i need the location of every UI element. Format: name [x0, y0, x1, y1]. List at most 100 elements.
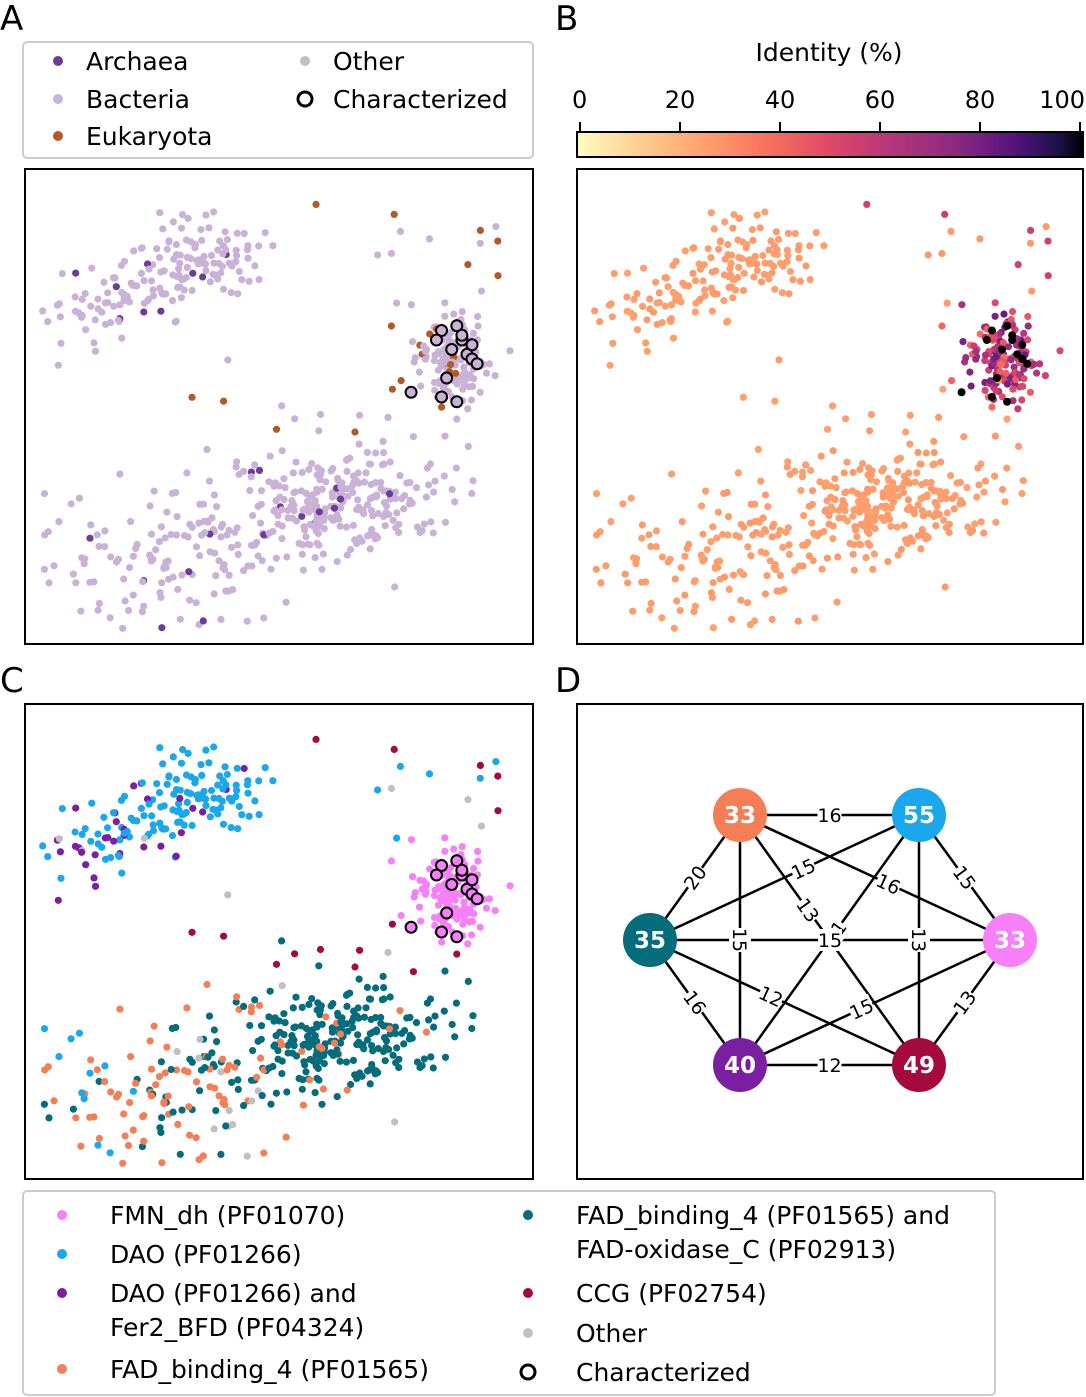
scatter-point [209, 805, 217, 813]
scatter-point [476, 774, 484, 782]
scatter-point [129, 1126, 137, 1134]
scatter-point [330, 1039, 338, 1047]
scatter-point [197, 761, 205, 769]
edge-label-bg [948, 861, 981, 894]
scatter-point [389, 1051, 397, 1059]
scatter-point [453, 415, 461, 423]
scatter-point [140, 299, 148, 307]
legend-c: FMN_dh (PF01070) DAO (PF01266) DAO (PF0126… [22, 1190, 996, 1396]
scatter-point [116, 836, 124, 844]
scatter-point [492, 758, 500, 766]
scatter-point [298, 1047, 306, 1055]
scatter-point [777, 259, 785, 267]
scatter-point [195, 1054, 203, 1062]
scatter-point [169, 218, 177, 226]
scatter-point [387, 322, 395, 330]
scatter-point [188, 1058, 196, 1066]
scatter-point [606, 361, 614, 369]
scatter-point [298, 468, 306, 476]
scatter-point [453, 950, 461, 958]
scatter-point [173, 513, 181, 521]
scatter-point [157, 803, 165, 811]
scatter-point [255, 466, 264, 474]
scatter-point [147, 1092, 155, 1100]
scatter-point [458, 843, 466, 851]
scatter-point [447, 361, 455, 369]
scatter-point [597, 579, 605, 587]
scatter-point [104, 299, 112, 307]
scatter-point [201, 1064, 209, 1072]
scatter-point [986, 377, 994, 385]
scatter-point [1001, 498, 1009, 506]
scatter-point [257, 487, 266, 495]
scatter-point [865, 464, 873, 472]
scatter-point [649, 308, 658, 316]
scatter-point [725, 585, 733, 594]
scatter-point [833, 598, 841, 606]
scatter-point [88, 799, 96, 807]
scatter-point [627, 494, 635, 502]
scatter-point [40, 565, 49, 573]
scatter-point [280, 475, 288, 483]
scatter-point [842, 415, 850, 423]
scatter-point [314, 999, 322, 1007]
scatter-point [229, 1121, 237, 1129]
scatter-point [469, 477, 477, 485]
scatter-point [867, 410, 876, 419]
scatter-point [347, 1080, 355, 1089]
characterized-point [450, 930, 464, 944]
scatter-point [298, 512, 306, 520]
scatter-point [735, 533, 743, 541]
scatter-point [210, 491, 218, 499]
scatter-point [948, 494, 956, 503]
scatter-point [272, 1032, 280, 1040]
scatter-point [960, 433, 968, 441]
scatter-point [938, 249, 946, 258]
network-node-fad4 [713, 788, 767, 842]
scatter-point [353, 1040, 361, 1049]
scatter-point [232, 793, 240, 801]
scatter-point [153, 245, 161, 253]
scatter-point [189, 269, 197, 277]
scatter-point [214, 246, 222, 254]
characterized-point [429, 333, 443, 347]
scatter-point [295, 1074, 303, 1082]
scatter-point [356, 1069, 364, 1077]
scatter-point [413, 523, 421, 531]
scatter-point [666, 555, 674, 563]
scatter-point [272, 1089, 280, 1097]
scatter-point [421, 347, 430, 356]
scatter-point [643, 347, 651, 355]
scatter-point [1003, 380, 1012, 388]
scatter-point [491, 907, 499, 915]
colorbar-tick-label-60: 60 [865, 86, 896, 114]
scatter-point [938, 322, 946, 330]
scatter-point [316, 471, 324, 479]
scatter-point [406, 1013, 414, 1022]
scatter-point [186, 1131, 194, 1139]
scatter-point [50, 1097, 58, 1105]
scatter-point [452, 999, 460, 1007]
scatter-point [773, 587, 781, 595]
scatter-point [40, 1100, 49, 1108]
scatter-point [316, 945, 325, 954]
scatter-point [770, 520, 778, 528]
scatter-point [147, 1065, 156, 1073]
scatter-point [185, 1103, 193, 1111]
scatter-point [374, 786, 382, 794]
scatter-point [158, 624, 166, 632]
scatter-point [808, 519, 816, 527]
scatter-point [630, 295, 638, 303]
scatter-point [382, 502, 391, 510]
scatter-point [709, 523, 717, 531]
scatter-point [468, 917, 477, 926]
scatter-point [739, 393, 747, 401]
scatter-point [411, 354, 419, 362]
scatter-point [78, 554, 86, 562]
scatter-point [176, 615, 184, 623]
scatter-point [707, 254, 715, 262]
scatter-point [703, 546, 711, 554]
scatter-point [794, 617, 802, 625]
edge-label-bg [755, 981, 787, 1012]
colorbar: Identity (%) 0 20 40 60 80 100 [572, 38, 1085, 158]
